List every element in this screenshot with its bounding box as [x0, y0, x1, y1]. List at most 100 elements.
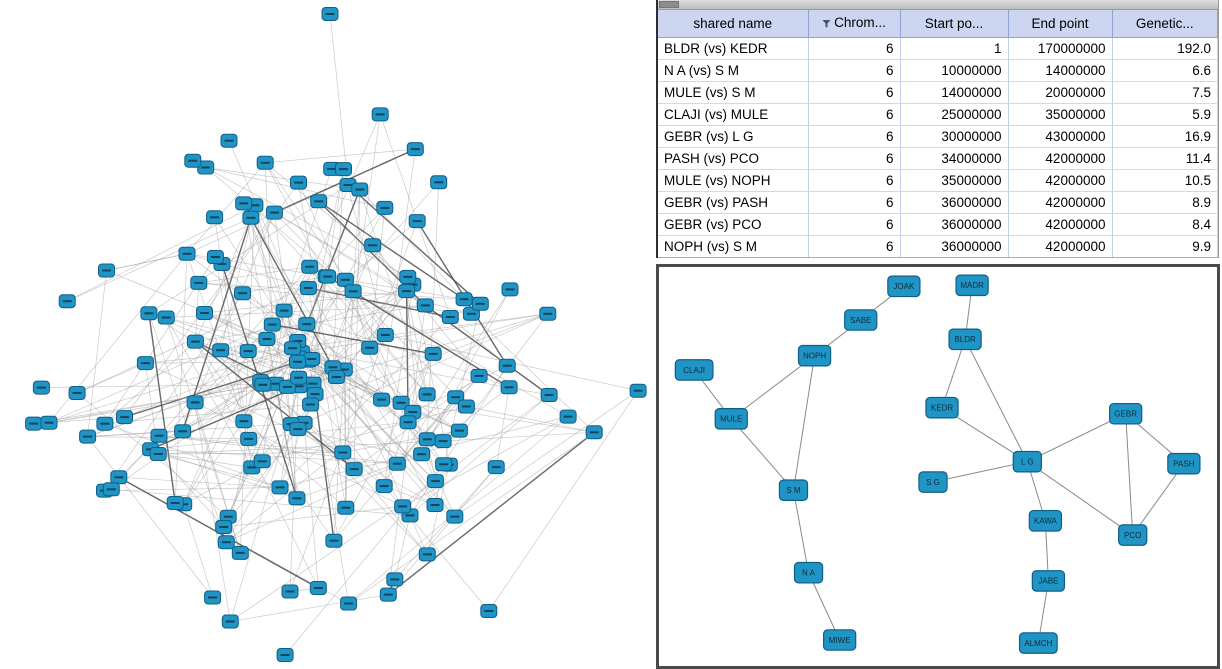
network-node[interactable]: [290, 370, 308, 385]
network-node[interactable]: [240, 431, 258, 446]
network-node[interactable]: [186, 395, 204, 410]
main-network-canvas[interactable]: [0, 0, 656, 669]
network-node[interactable]: [206, 210, 224, 225]
network-node[interactable]: [364, 238, 382, 253]
subnetwork-edge[interactable]: [1027, 460, 1133, 535]
network-node[interactable]: [290, 175, 307, 190]
network-node[interactable]: [221, 614, 239, 629]
network-node[interactable]: [471, 296, 489, 311]
table-row[interactable]: GEBR (vs) PASH 6 36000000 42000000 8.9: [658, 191, 1218, 214]
network-node[interactable]: [434, 434, 452, 449]
subnetwork-node-MIWE[interactable]: MIWE: [822, 628, 857, 651]
network-node[interactable]: [345, 462, 363, 477]
network-node[interactable]: [455, 292, 473, 307]
column-header-start_position[interactable]: Start po...: [900, 10, 1009, 38]
network-node[interactable]: [235, 196, 253, 211]
network-node[interactable]: [102, 482, 120, 497]
network-node[interactable]: [418, 432, 436, 447]
subnetwork-node-GEBR[interactable]: GEBR: [1109, 402, 1143, 425]
network-node[interactable]: [501, 282, 519, 297]
subnetwork-node-KAWA[interactable]: KAWA: [1028, 509, 1063, 532]
network-node[interactable]: [68, 386, 86, 400]
network-node[interactable]: [136, 356, 154, 371]
network-node[interactable]: [388, 456, 406, 471]
network-node[interactable]: [344, 284, 362, 299]
network-node[interactable]: [275, 303, 293, 318]
network-node[interactable]: [340, 596, 358, 611]
network-node[interactable]: [379, 587, 397, 602]
table-row[interactable]: GEBR (vs) PCO 6 36000000 42000000 8.4: [658, 213, 1218, 236]
network-node[interactable]: [375, 479, 393, 494]
network-node[interactable]: [149, 447, 167, 461]
network-node[interactable]: [335, 162, 352, 177]
network-node[interactable]: [58, 294, 76, 309]
network-node[interactable]: [166, 496, 184, 510]
network-node[interactable]: [418, 547, 436, 562]
subnetwork-edge[interactable]: [792, 355, 816, 490]
network-node[interactable]: [302, 397, 320, 412]
subnetwork-node-NA[interactable]: N A: [793, 561, 824, 584]
subnetwork-edge[interactable]: [1125, 413, 1134, 535]
subnetwork-edge[interactable]: [941, 338, 966, 408]
subnetwork-node-JABE[interactable]: JABE: [1031, 569, 1066, 592]
network-node[interactable]: [398, 284, 416, 299]
network-node[interactable]: [184, 153, 202, 168]
table-row[interactable]: MULE (vs) NOPH 6 35000000 42000000 10.5: [658, 169, 1218, 192]
network-node[interactable]: [500, 380, 518, 395]
network-node[interactable]: [399, 415, 417, 430]
subnetwork-node-SM[interactable]: S M: [778, 478, 809, 501]
subnetwork-edge[interactable]: [932, 460, 1028, 483]
network-node[interactable]: [98, 263, 115, 278]
network-node[interactable]: [334, 445, 352, 460]
network-node[interactable]: [174, 424, 192, 439]
network-node[interactable]: [235, 414, 253, 429]
network-node[interactable]: [435, 457, 453, 472]
network-node[interactable]: [256, 155, 274, 170]
network-node[interactable]: [204, 590, 222, 605]
table-row[interactable]: CLAJI (vs) MULE 6 25000000 35000000 5.9: [658, 103, 1218, 126]
column-header-genetic_distance[interactable]: Genetic...: [1112, 10, 1218, 38]
network-node[interactable]: [361, 340, 379, 355]
network-node[interactable]: [540, 388, 558, 402]
table-row[interactable]: N A (vs) S M 6 10000000 14000000 6.6: [658, 59, 1218, 82]
network-node[interactable]: [487, 460, 505, 475]
network-node[interactable]: [386, 572, 404, 587]
network-node[interactable]: [321, 7, 339, 21]
subnetwork-node-KEDR[interactable]: KEDR: [925, 396, 959, 418]
subnetwork-edge[interactable]: [1027, 412, 1126, 462]
network-node[interactable]: [539, 306, 557, 321]
network-node[interactable]: [450, 423, 468, 438]
network-node[interactable]: [426, 474, 444, 489]
subnetwork-node-NOPH[interactable]: NOPH: [797, 344, 832, 366]
network-node[interactable]: [325, 533, 343, 548]
network-node[interactable]: [212, 343, 230, 358]
network-node[interactable]: [289, 354, 306, 369]
subnetwork-edge[interactable]: [1132, 462, 1185, 535]
table-row[interactable]: GEBR (vs) L G 6 30000000 43000000 16.9: [658, 125, 1218, 148]
network-node[interactable]: [258, 332, 276, 346]
network-node[interactable]: [289, 422, 307, 437]
network-node[interactable]: [351, 182, 369, 197]
network-node[interactable]: [206, 250, 224, 264]
network-node[interactable]: [480, 604, 498, 618]
network-node[interactable]: [430, 175, 448, 190]
network-node[interactable]: [239, 344, 257, 359]
network-node[interactable]: [96, 416, 114, 431]
network-node[interactable]: [629, 383, 647, 398]
column-header-end_point[interactable]: End point: [1008, 10, 1113, 38]
subnetwork-node-SG[interactable]: S G: [918, 470, 948, 493]
network-node[interactable]: [406, 142, 424, 157]
network-node[interactable]: [150, 428, 168, 443]
subnetwork-node-MULE[interactable]: MULE: [714, 407, 748, 430]
network-node[interactable]: [399, 269, 417, 284]
network-node[interactable]: [276, 648, 294, 662]
network-node[interactable]: [284, 341, 301, 356]
subnetwork-node-JOAK[interactable]: JOAK: [887, 275, 921, 297]
subnetwork-edge[interactable]: [730, 418, 794, 491]
network-node[interactable]: [196, 306, 213, 320]
network-node[interactable]: [498, 358, 516, 373]
network-node[interactable]: [271, 480, 289, 495]
subnetwork-node-MADR[interactable]: MADR: [955, 274, 989, 296]
network-node[interactable]: [441, 310, 459, 324]
network-node[interactable]: [373, 392, 391, 407]
